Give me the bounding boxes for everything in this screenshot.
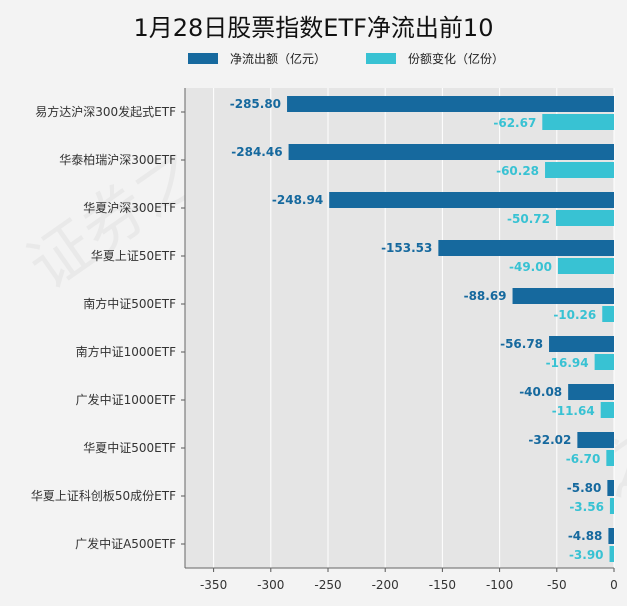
x-tick-label: -50	[547, 578, 567, 592]
x-tick-label: -350	[200, 578, 227, 592]
category-label: 华泰柏瑞沪深300ETF	[59, 152, 176, 167]
data-label-share-change: -11.64	[552, 404, 595, 418]
plot-area	[185, 88, 614, 568]
bar-net-outflow	[568, 384, 614, 400]
bar-net-outflow	[577, 432, 614, 448]
bar-share-change	[609, 498, 614, 514]
data-label-net-outflow: -40.08	[519, 385, 562, 399]
bar-net-outflow	[512, 288, 614, 304]
bar-share-change	[557, 258, 614, 274]
data-label-net-outflow: -248.94	[272, 193, 323, 207]
bar-share-change	[545, 162, 614, 178]
data-label-share-change: -3.56	[569, 500, 604, 514]
data-label-net-outflow: -284.46	[231, 145, 282, 159]
x-tick-label: -200	[372, 578, 399, 592]
data-label-net-outflow: -56.78	[500, 337, 543, 351]
x-tick-label: -250	[314, 578, 341, 592]
bar-net-outflow	[288, 144, 614, 160]
data-label-share-change: -60.28	[496, 164, 539, 178]
x-tick-label: -100	[486, 578, 513, 592]
category-label: 华夏中证500ETF	[83, 440, 176, 455]
bar-share-change	[600, 402, 614, 418]
category-label: 南方中证1000ETF	[76, 344, 176, 359]
x-tick-label: 0	[610, 578, 618, 592]
legend-label-net-outflow: 净流出额（亿元）	[230, 51, 327, 66]
bar-net-outflow	[287, 96, 614, 112]
bar-share-change	[606, 450, 614, 466]
bar-net-outflow	[608, 528, 614, 544]
legend-label-share-change: 份额变化（亿份）	[408, 51, 505, 66]
data-label-net-outflow: -4.88	[568, 529, 603, 543]
legend-net-outflow: 净流出额（亿元）	[188, 50, 326, 66]
data-label-share-change: -50.72	[507, 212, 550, 226]
category-label: 易方达沪深300发起式ETF	[35, 104, 176, 119]
bar-share-change	[542, 114, 614, 130]
category-label: 华夏沪深300ETF	[83, 201, 176, 215]
bar-net-outflow	[549, 336, 614, 352]
data-label-share-change: -6.70	[566, 452, 601, 466]
data-label-net-outflow: -153.53	[381, 241, 432, 255]
legend-swatch-share-change	[366, 52, 396, 64]
bar-share-change	[594, 354, 614, 370]
x-tick-label: -150	[429, 578, 456, 592]
category-label: 南方中证500ETF	[83, 296, 176, 311]
legend-share-change: 份额变化（亿份）	[366, 50, 504, 66]
bar-share-change	[555, 210, 614, 226]
legend-swatch-net-outflow	[188, 52, 218, 64]
data-label-share-change: -3.90	[569, 548, 604, 562]
data-label-net-outflow: -5.80	[567, 481, 602, 495]
data-label-share-change: -49.00	[509, 260, 552, 274]
bar-net-outflow	[438, 240, 614, 256]
bar-net-outflow	[607, 480, 614, 496]
bar-net-outflow	[329, 192, 614, 208]
bar-share-change	[609, 546, 614, 562]
category-label: 广发中证A500ETF	[75, 536, 176, 551]
data-label-share-change: -10.26	[553, 308, 596, 322]
category-label: 华夏上证50ETF	[91, 249, 176, 263]
category-label: 广发中证1000ETF	[76, 392, 176, 407]
chart-title: 1月28日股票指数ETF净流出前10	[133, 14, 494, 42]
data-label-net-outflow: -285.80	[230, 97, 281, 111]
data-label-share-change: -16.94	[546, 356, 589, 370]
x-tick-label: -300	[257, 578, 284, 592]
category-label: 华夏上证科创板50成份ETF	[31, 489, 176, 503]
data-label-share-change: -62.67	[493, 116, 536, 130]
bar-share-change	[602, 306, 614, 322]
data-label-net-outflow: -32.02	[528, 433, 571, 447]
data-label-net-outflow: -88.69	[464, 289, 507, 303]
